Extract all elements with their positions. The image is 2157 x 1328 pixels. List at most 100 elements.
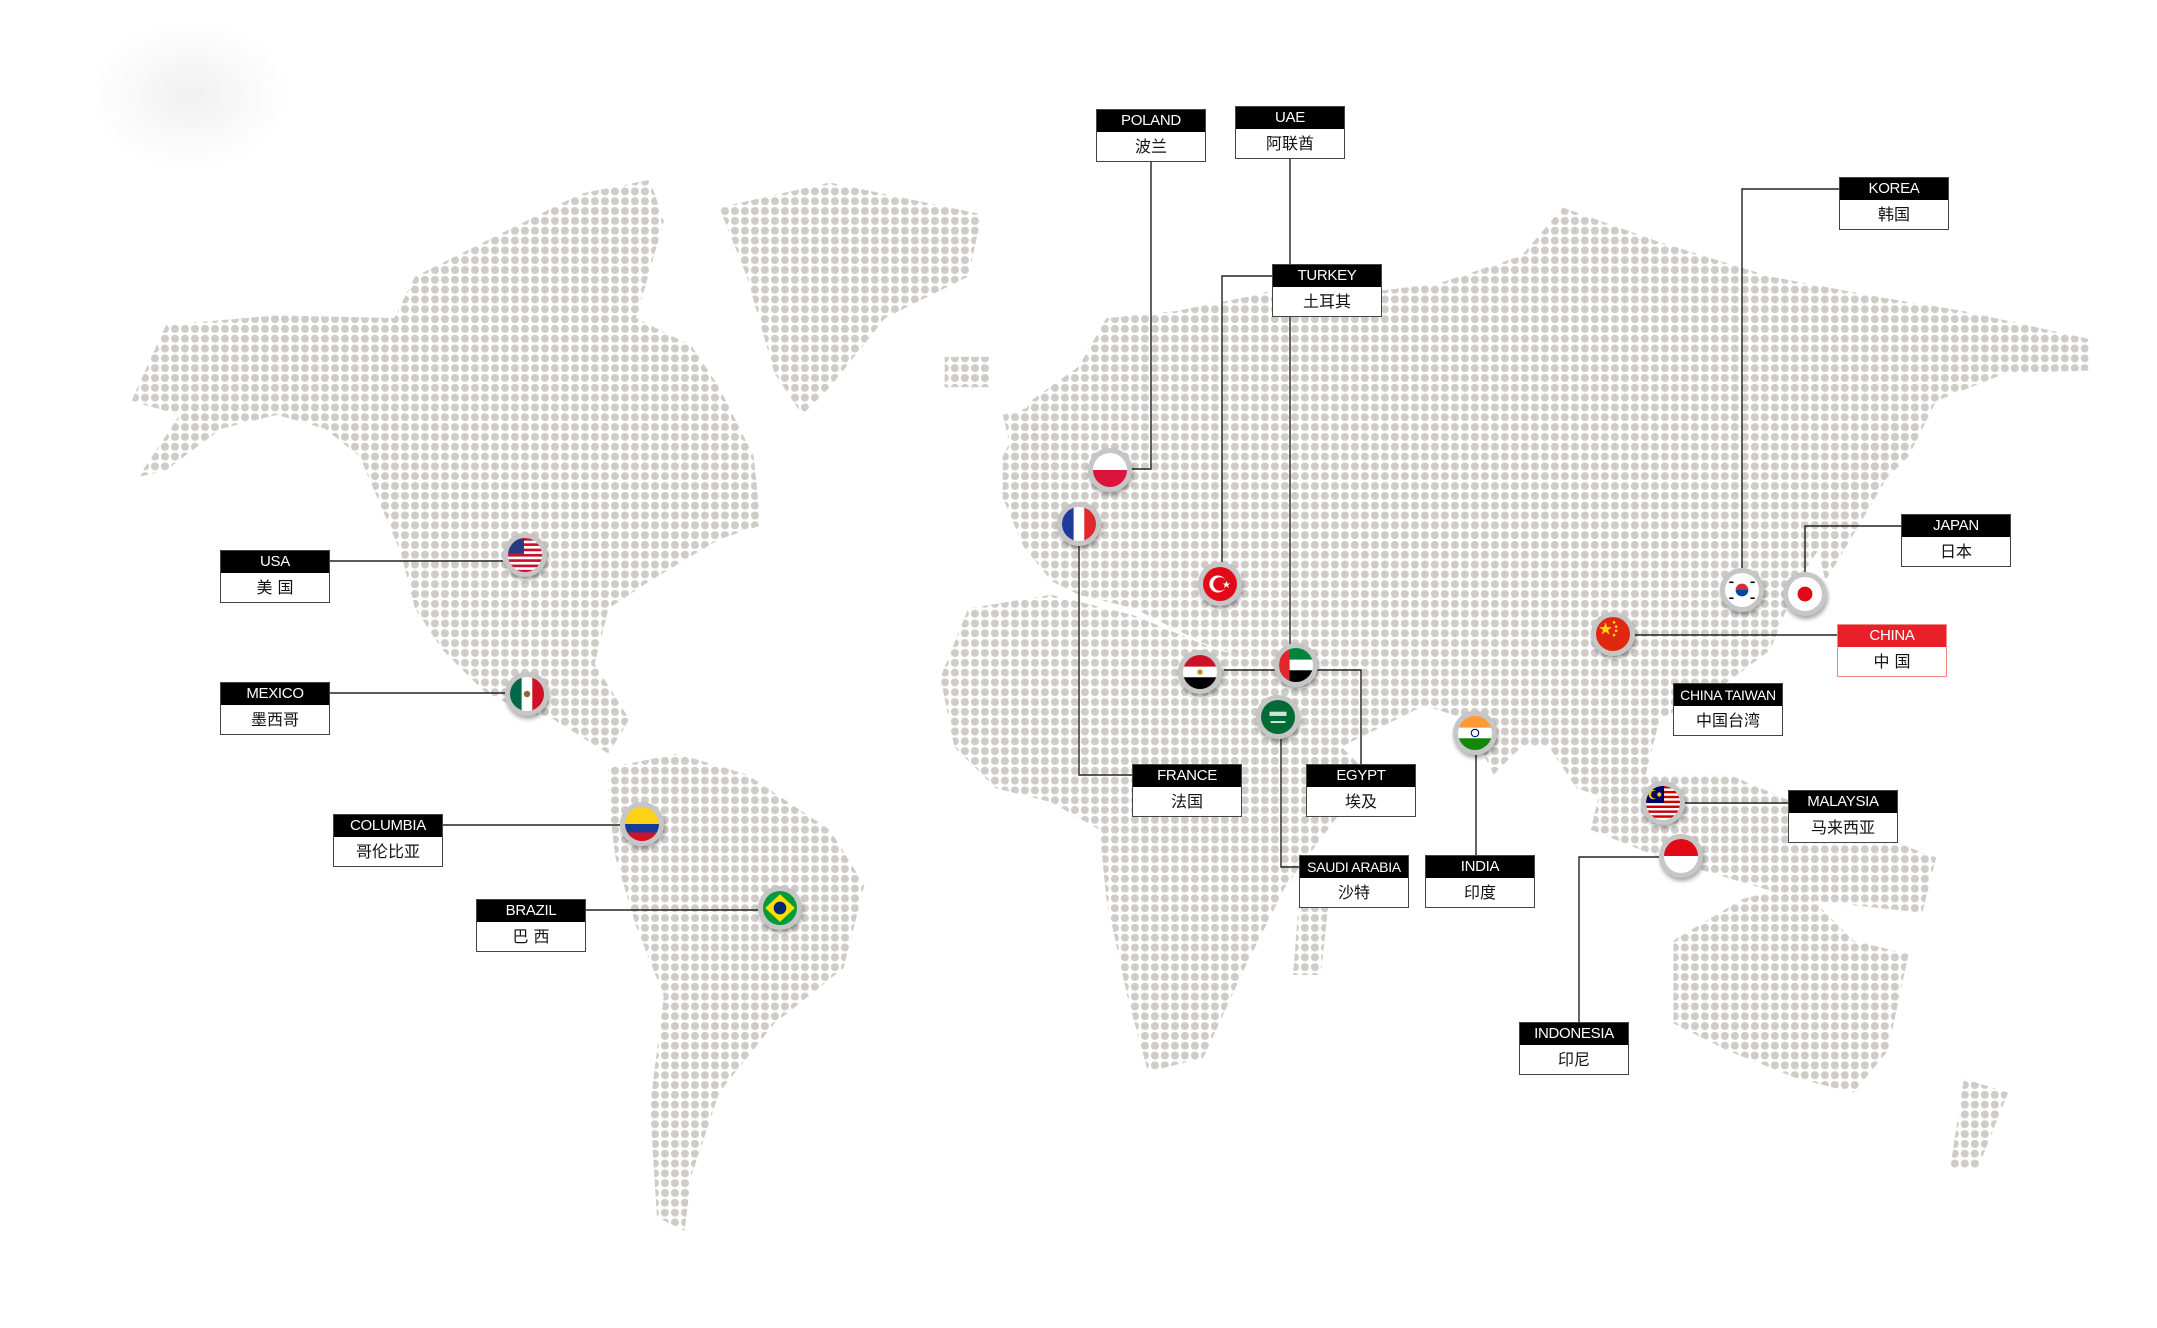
label-poland[interactable]: POLAND 波兰: [1096, 109, 1206, 162]
label-en: FRANCE: [1133, 765, 1241, 787]
label-zh: 美 国: [256, 578, 294, 597]
label-en: EGYPT: [1307, 765, 1415, 787]
label-en: CHINA TAIWAN: [1674, 684, 1782, 706]
label-en: POLAND: [1097, 110, 1205, 132]
pin-india[interactable]: [1453, 711, 1497, 755]
japan-flag-icon: [1788, 577, 1822, 611]
iceland: [944, 356, 991, 388]
label-zh: 中 国: [1873, 652, 1911, 671]
label-zh: 阿联酋: [1265, 134, 1314, 153]
china-flag-icon: [1596, 617, 1630, 651]
connector-france: [1078, 546, 1132, 776]
connector-turkey: [1221, 275, 1272, 562]
label-zh: 墨西哥: [250, 710, 299, 729]
label-en: SAUDI ARABIA: [1300, 856, 1408, 878]
pin-saudi-arabia[interactable]: [1256, 695, 1300, 739]
label-colombia[interactable]: COLUMBIA 哥伦比亚: [333, 814, 443, 867]
connector-korea: [1741, 188, 1839, 568]
korea-flag-icon: [1725, 573, 1759, 607]
label-en: UAE: [1236, 107, 1344, 129]
egypt-flag-icon: [1183, 655, 1217, 689]
colombia-flag-icon: [625, 807, 659, 841]
label-en: JAPAN: [1902, 515, 2010, 537]
france-flag-icon: [1062, 507, 1096, 541]
label-france[interactable]: FRANCE 法国: [1132, 764, 1242, 817]
label-en: TURKEY: [1273, 265, 1381, 287]
label-zh: 哥伦比亚: [355, 842, 420, 861]
label-en: INDIA: [1426, 856, 1534, 878]
usa-flag-icon: [508, 538, 542, 572]
label-usa[interactable]: USA 美 国: [220, 550, 330, 603]
pin-brazil[interactable]: [758, 886, 802, 930]
label-en: BRAZIL: [477, 900, 585, 922]
north-america: [131, 179, 761, 754]
label-china[interactable]: CHINA 中 国: [1837, 624, 1947, 677]
connectors: [330, 159, 1901, 1022]
pin-usa[interactable]: [503, 533, 547, 577]
pin-mexico[interactable]: [505, 672, 549, 716]
saudi-flag-icon: [1261, 700, 1295, 734]
connector-japan: [1804, 525, 1901, 572]
poland-flag-icon: [1093, 453, 1127, 487]
pin-indonesia[interactable]: [1659, 834, 1703, 878]
pin-colombia[interactable]: [620, 802, 664, 846]
new-zealand: [1950, 1078, 2009, 1169]
brazil-flag-icon: [763, 891, 797, 925]
background-smudge: [90, 20, 290, 170]
label-zh: 沙特: [1337, 883, 1370, 902]
mexico-flag-icon: [510, 677, 544, 711]
label-zh: 韩国: [1877, 205, 1910, 224]
label-japan[interactable]: JAPAN 日本: [1901, 514, 2011, 567]
label-zh: 土耳其: [1302, 292, 1351, 311]
pin-uae[interactable]: [1274, 643, 1318, 687]
connector-saudi: [1280, 739, 1299, 868]
south-america: [608, 753, 865, 1231]
label-korea[interactable]: KOREA 韩国: [1839, 177, 1949, 230]
pin-france[interactable]: [1057, 502, 1101, 546]
label-en: CHINA: [1838, 625, 1946, 647]
india-flag-icon: [1458, 716, 1492, 750]
pin-poland[interactable]: [1088, 448, 1132, 492]
label-china-taiwan[interactable]: CHINA TAIWAN 中国台湾: [1673, 683, 1783, 736]
label-en: KOREA: [1840, 178, 1948, 200]
label-en: MALAYSIA: [1789, 791, 1897, 813]
pin-china[interactable]: [1591, 612, 1635, 656]
label-zh: 印度: [1463, 883, 1496, 902]
label-india[interactable]: INDIA 印度: [1425, 855, 1535, 908]
label-en: COLUMBIA: [334, 815, 442, 837]
label-zh: 中国台湾: [1695, 711, 1760, 730]
label-zh: 埃及: [1344, 792, 1377, 811]
turkey-flag-icon: [1203, 567, 1237, 601]
connector-poland: [1130, 162, 1152, 470]
pin-egypt[interactable]: [1178, 650, 1222, 694]
label-egypt[interactable]: EGYPT 埃及: [1306, 764, 1416, 817]
label-zh: 巴 西: [512, 927, 550, 946]
pin-malaysia[interactable]: [1641, 781, 1685, 825]
label-zh: 法国: [1170, 792, 1203, 811]
pin-japan[interactable]: [1783, 572, 1827, 616]
label-en: INDONESIA: [1520, 1023, 1628, 1045]
label-uae[interactable]: UAE 阿联酋: [1235, 106, 1345, 159]
uae-flag-icon: [1279, 648, 1313, 682]
japan-islands: [1811, 414, 1916, 581]
label-en: USA: [221, 551, 329, 573]
label-brazil[interactable]: BRAZIL 巴 西: [476, 899, 586, 952]
label-zh: 马来西亚: [1810, 818, 1875, 837]
pin-turkey[interactable]: [1198, 562, 1242, 606]
label-mexico[interactable]: MEXICO 墨西哥: [220, 682, 330, 735]
label-indonesia[interactable]: INDONESIA 印尼: [1519, 1022, 1629, 1075]
label-en: MEXICO: [221, 683, 329, 705]
connector-indonesia: [1578, 856, 1659, 1022]
malaysia-flag-icon: [1646, 786, 1680, 820]
connector-egypt: [1224, 669, 1362, 764]
label-malaysia[interactable]: MALAYSIA 马来西亚: [1788, 790, 1898, 843]
label-zh: 日本: [1939, 542, 1972, 561]
pin-korea[interactable]: [1720, 568, 1764, 612]
greenland: [719, 182, 982, 415]
label-turkey[interactable]: TURKEY 土耳其: [1272, 264, 1382, 317]
eurasia: [1002, 207, 2089, 803]
indonesia-flag-icon: [1664, 839, 1698, 873]
label-saudi-arabia[interactable]: SAUDI ARABIA 沙特: [1299, 855, 1409, 908]
australia: [1673, 885, 1909, 1093]
